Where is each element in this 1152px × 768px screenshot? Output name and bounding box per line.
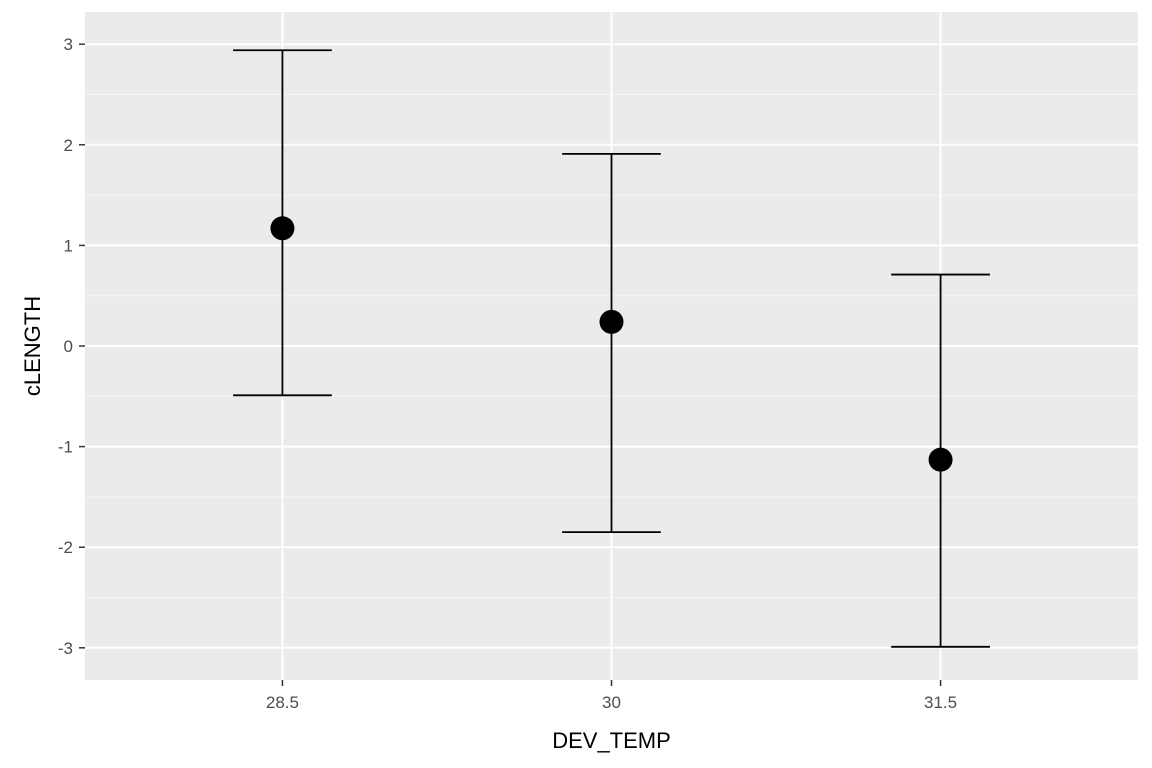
x-tick-label: 31.5 [924,693,957,712]
y-tick-label: 2 [64,136,73,155]
data-point [270,216,295,241]
x-tick-label: 30 [602,693,621,712]
x-tick-label: 28.5 [266,693,299,712]
data-point [599,309,624,334]
data-point [928,447,953,472]
x-axis-title: DEV_TEMP [552,728,671,753]
chart-marks [233,49,990,648]
y-tick-label: 3 [64,35,73,54]
y-tick-label: -2 [58,538,73,557]
axis-ticks [79,43,942,686]
axis-tick-labels: -3 -2 -1 0 1 2 3 28.5 30 31.5 [58,35,957,712]
y-tick-label: -3 [58,639,73,658]
y-axis-title: cLENGTH [20,296,45,396]
y-tick-label: -1 [58,438,73,457]
y-tick-label: 0 [64,337,73,356]
y-tick-label: 1 [64,236,73,255]
